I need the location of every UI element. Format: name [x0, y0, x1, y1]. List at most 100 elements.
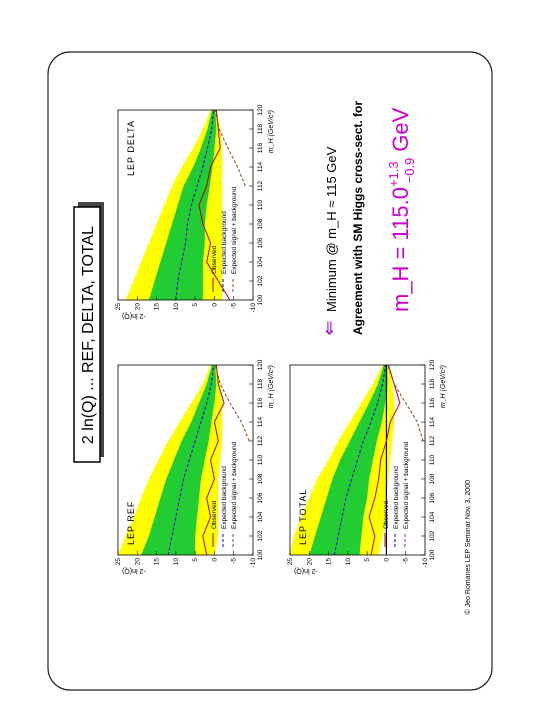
y-tick-label: 15: [326, 558, 333, 566]
x-tick-label: 114: [257, 416, 264, 427]
result: m_H = 115.0+1.3−0.9 GeV: [386, 107, 417, 312]
y-tick-label: 10: [173, 558, 180, 566]
y-tick-label: -10: [422, 558, 429, 568]
footer: © Jeo Romanes LEP Seminar Nov. 3, 2000: [464, 480, 472, 615]
y-tick-label: 25: [115, 303, 122, 311]
y-tick-label: 5: [192, 558, 199, 562]
y-tick-label: 15: [154, 558, 161, 566]
band: [309, 365, 388, 555]
x-tick-label: 104: [257, 256, 264, 267]
y-tick-label: -5: [403, 558, 410, 564]
x-tick-label: 108: [429, 473, 436, 484]
y-tick-label: 20: [134, 303, 141, 311]
legend-label: Expected background: [221, 211, 228, 274]
x-tick-label: 118: [257, 378, 264, 389]
x-tick-label: 114: [429, 416, 436, 427]
y-tick-label: 20: [134, 558, 141, 566]
y-tick-label: 20: [306, 558, 313, 566]
series-line: [368, 365, 401, 555]
y-axis-label: -2 ln(Q): [122, 567, 146, 574]
legend-label: Observed: [211, 500, 218, 529]
y-tick-label: 0: [383, 558, 390, 562]
arrow: ⇐: [319, 320, 339, 335]
frame: [47, 51, 493, 691]
y-tick-label: -10: [250, 303, 257, 313]
x-tick-label: 116: [429, 397, 436, 408]
series-line: [175, 110, 215, 300]
x-tick-label: 100: [429, 549, 436, 560]
text-line: Agreement with SM Higgs cross-sect. for: [351, 101, 365, 335]
y-axis-label: -2 ln(Q): [294, 567, 318, 574]
band: [141, 365, 217, 555]
y-tick-label: 0: [211, 558, 218, 562]
x-axis-label: m_H (GeV/c²): [268, 110, 275, 153]
x-tick-label: 106: [429, 492, 436, 503]
x-tick-label: 102: [257, 275, 264, 286]
series-line: [198, 110, 231, 300]
x-tick-label: 102: [429, 530, 436, 541]
x-tick-label: 108: [257, 473, 264, 484]
x-tick-label: 110: [257, 454, 264, 465]
y-tick-label: 0: [211, 303, 218, 307]
chart-label: LEP DELTA: [126, 120, 136, 176]
x-tick-label: 100: [257, 294, 264, 305]
y-tick-label: 10: [173, 303, 180, 311]
chart-label: LEP REF: [126, 501, 136, 545]
y-tick-label: 25: [287, 558, 294, 566]
title-box: [73, 206, 101, 463]
x-tick-label: 120: [257, 104, 264, 115]
x-tick-label: 118: [429, 378, 436, 389]
x-tick-label: 102: [257, 530, 264, 541]
y-tick-label: 5: [364, 558, 371, 562]
plot: [125, 110, 246, 300]
legend-label: Expected background: [221, 466, 228, 529]
x-tick-label: 104: [257, 511, 264, 522]
text-line: Minimum @ m_H ≈ 115 GeV: [324, 146, 339, 312]
y-tick-label: -10: [250, 558, 257, 568]
x-tick-label: 112: [257, 180, 264, 191]
series-line: [214, 365, 250, 442]
legend-label: Expected signal + background: [231, 186, 238, 274]
x-tick-label: 112: [257, 435, 264, 446]
x-tick-label: 120: [429, 359, 436, 370]
series-line: [214, 110, 246, 187]
plot: [118, 365, 250, 555]
x-tick-label: 120: [257, 359, 264, 370]
y-tick-label: -5: [231, 303, 238, 309]
x-axis-label: m_H (GeV/c²): [268, 365, 275, 408]
result-unit: GeV: [388, 107, 413, 151]
x-axis-label: m_H (GeV/c²): [440, 365, 447, 408]
x-tick-label: 106: [257, 237, 264, 248]
y-tick-label: 15: [154, 303, 161, 311]
y-tick-label: -5: [231, 558, 238, 564]
y-tick-label: 5: [192, 303, 199, 307]
x-tick-label: 110: [429, 454, 436, 465]
y-tick-label: 10: [345, 558, 352, 566]
x-tick-label: 104: [429, 511, 436, 522]
result-sub: −0.9: [402, 158, 417, 184]
x-tick-label: 114: [257, 161, 264, 172]
plot: [290, 365, 424, 555]
band: [148, 110, 217, 300]
x-tick-label: 116: [257, 142, 264, 153]
y-tick-label: 25: [115, 558, 122, 566]
series-line: [333, 365, 387, 555]
x-tick-label: 112: [429, 435, 436, 446]
legend-label: Expected signal + background: [403, 441, 410, 529]
x-tick-label: 106: [257, 492, 264, 503]
legend-label: Expected signal + background: [231, 441, 238, 529]
result-main: m_H = 115.0: [388, 187, 413, 312]
x-tick-label: 118: [257, 123, 264, 134]
series-line: [202, 365, 225, 555]
x-tick-label: 108: [257, 218, 264, 229]
result-sup: +1.3: [386, 161, 401, 187]
chart-label: LEP TOTAL: [298, 489, 308, 545]
y-axis-label: -2 ln(Q): [122, 312, 146, 319]
title: 2 ln(Q) ... REF, DELTA, TOTAL: [80, 226, 97, 444]
legend-label: Expected background: [393, 466, 400, 529]
series-line: [387, 365, 424, 442]
series-line: [167, 365, 215, 555]
